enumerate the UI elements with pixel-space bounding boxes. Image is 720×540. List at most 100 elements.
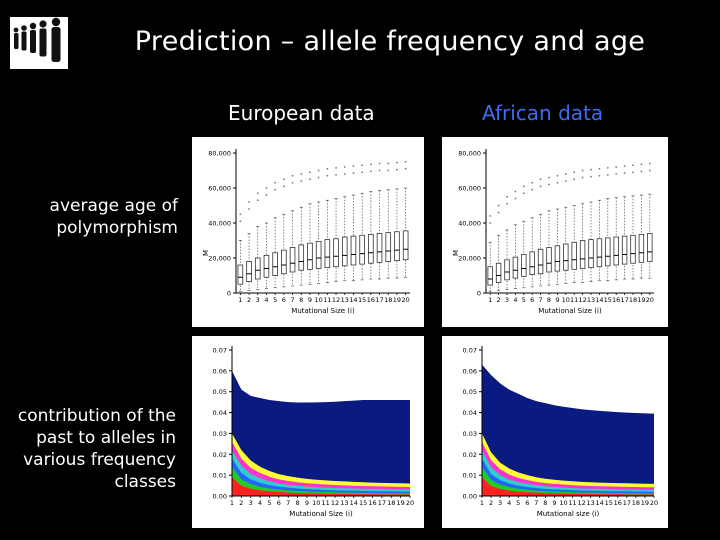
x-tick-label: 6 [525,499,529,507]
x-tick-label: 19 [637,296,645,304]
outlier-point [615,166,618,168]
x-tick-label: 12 [577,499,585,507]
y-tick-label: 0.03 [463,430,477,438]
outlier-point [317,169,320,172]
box [554,245,561,272]
x-tick-label: 16 [367,296,375,304]
box [368,233,374,264]
outlier-point [326,167,329,170]
outlier-point [361,164,364,167]
box [254,257,261,280]
box [596,238,603,268]
outlier-point [239,213,242,216]
outlier-point [256,199,259,202]
outlier-point [335,166,337,169]
x-tick-label: 13 [340,499,348,507]
outlier-point [548,183,550,186]
x-tick-label: 14 [350,499,358,507]
x-tick-label: 6 [530,296,534,304]
y-tick-label: 0.03 [213,430,227,438]
x-tick-label: 8 [296,499,300,507]
y-tick-label: 20,000 [208,255,231,263]
outlier-point [274,188,277,191]
outlier-point [282,178,285,181]
y-tick-label: 60,000 [208,185,231,193]
y-tick-label: 0.00 [213,493,227,501]
box [298,244,305,271]
box [613,236,619,266]
box [571,241,577,270]
outlier-point [369,170,372,173]
area-band-3 [482,441,654,496]
x-tick-label: 13 [587,296,595,304]
x-tick-label: 7 [286,499,290,507]
box [579,240,586,269]
european-data-header: European data [228,101,375,125]
x-tick-label: 17 [620,296,628,304]
x-tick-label: 5 [522,296,526,304]
outlier-point [615,173,618,175]
outlier-point [361,171,364,174]
box [546,247,552,273]
outlier-point [623,172,626,175]
y-tick-label: 80,000 [458,150,481,158]
outlier-point [335,173,337,176]
x-tick-label: 3 [256,296,260,304]
box [341,236,348,267]
y-tick-label: 0.04 [213,409,227,417]
outlier-point [300,180,303,182]
outlier-point [632,171,634,174]
outlier-point [606,166,609,169]
x-tick-label: 4 [507,499,511,507]
x-tick-label: 20 [406,499,414,507]
x-tick-label: 18 [387,499,395,507]
y-tick-label: 0.04 [463,409,477,417]
outlier-point [548,176,550,179]
x-tick-label: 14 [595,296,603,304]
european-age-boxplot-panel: 80,000 60,000 40,000 20,000 0 1 2 3 4 5 6 7 8 9 10 11 12… [192,137,424,327]
x-tick-label: 19 [393,296,401,304]
y-tick-label: 0.02 [463,451,477,459]
outlier-point [274,181,277,184]
x-tick-label: 1 [230,499,234,507]
outlier-point [291,174,294,177]
x-tick-label: 11 [568,499,576,507]
outlier-point [514,197,517,200]
box [237,264,244,285]
x-tick-label: 20 [402,296,410,304]
outlier-point [309,171,311,174]
outlier-point [291,181,294,184]
y-tick-label: 0.06 [463,367,477,375]
x-tick-label: 3 [249,499,253,507]
outlier-point [265,194,268,196]
african-contribution-area-chart: 0.070.060.050.040.030.020.010.001 2 3 4 5 6 7 8… [463,346,658,518]
y-tick-label: 0.01 [463,472,477,480]
y-tick-label: 0.07 [463,347,477,355]
outlier-point [506,195,508,198]
x-tick-label: 15 [358,296,366,304]
outlier-point [404,167,407,170]
box [315,240,322,269]
y-tick-label: 0 [227,290,231,298]
x-tick-label: 13 [341,296,349,304]
y-axis-label: M [202,250,210,256]
x-tick-label: 1 [238,296,242,304]
box [307,242,313,270]
box [495,262,502,283]
outlier-point [640,163,643,166]
outlier-point [317,176,320,179]
slide-title: Prediction – allele frequency and age [134,26,646,57]
box [350,235,357,266]
outlier-point [326,174,329,177]
outlier-point [539,185,542,188]
outlier-point [239,220,242,223]
box [621,235,628,265]
outlier-point [581,176,584,179]
area-band-4 [482,450,654,496]
outlier-point [539,178,542,181]
y-tick-label: 80,000 [208,150,231,158]
outlier-point [648,169,651,172]
outlier-point [556,174,559,177]
